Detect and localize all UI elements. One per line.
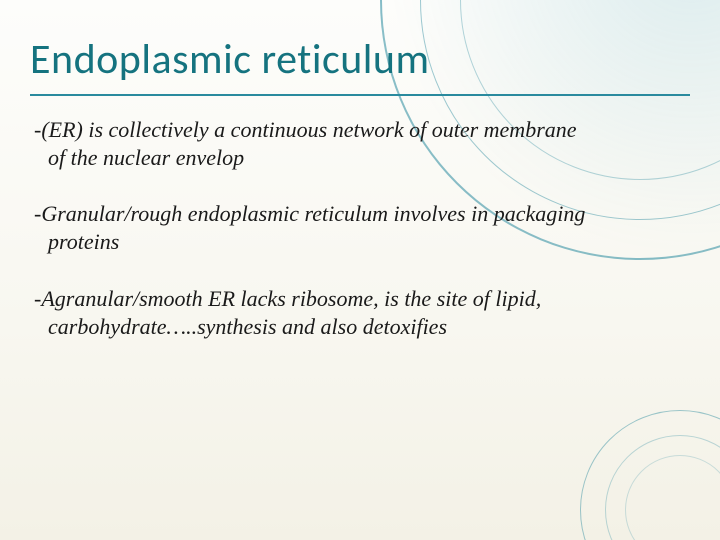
bullet-1: -(ER) is collectively a continuous netwo… [34, 116, 680, 172]
bullet-2: -Granular/rough endoplasmic reticulum in… [34, 200, 680, 256]
slide: Endoplasmic reticulum -(ER) is collectiv… [0, 0, 720, 540]
bullet-1-line1: -(ER) is collectively a continuous netwo… [34, 117, 577, 142]
bullet-3-line2: carbohydrate…..synthesis and also detoxi… [34, 313, 680, 341]
bullet-3: -Agranular/smooth ER lacks ribosome, is … [34, 285, 680, 341]
bullet-2-line1: -Granular/rough endoplasmic reticulum in… [34, 201, 585, 226]
slide-body: -(ER) is collectively a continuous netwo… [34, 116, 680, 369]
decorative-arc-bottom [580, 410, 720, 540]
bullet-1-line2: of the nuclear envelop [34, 144, 680, 172]
title-underline [30, 94, 690, 96]
bullet-3-line1: -Agranular/smooth ER lacks ribosome, is … [34, 286, 541, 311]
bullet-2-line2: proteins [34, 228, 680, 256]
slide-title: Endoplasmic reticulum [30, 34, 690, 85]
